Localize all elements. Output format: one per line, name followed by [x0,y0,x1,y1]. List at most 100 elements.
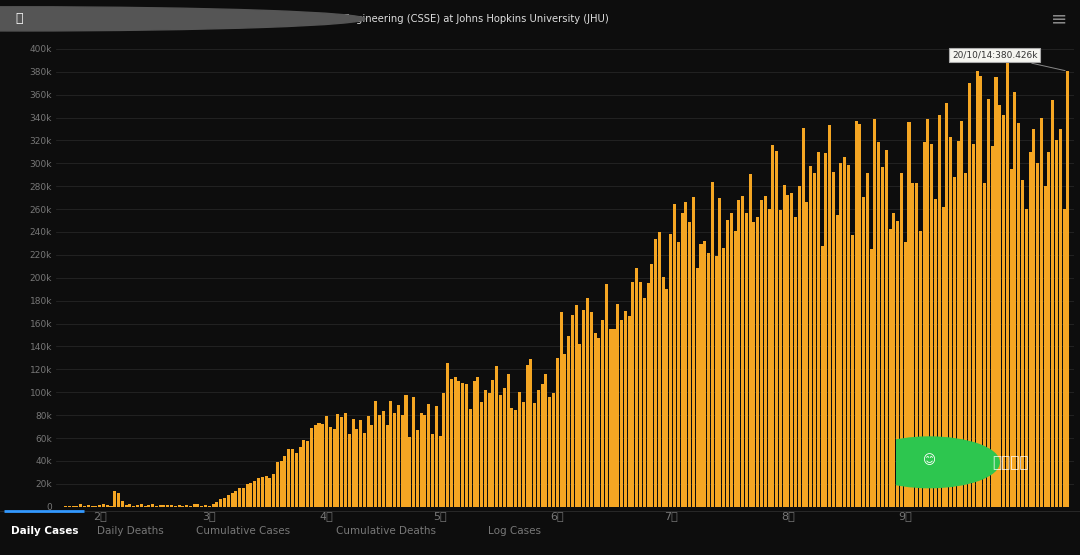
Bar [222,498,226,507]
Bar [791,193,794,507]
Bar [268,478,271,507]
Bar [200,506,203,507]
Bar [559,312,563,507]
Bar [798,186,801,507]
Bar [159,505,162,507]
Bar [753,221,755,507]
Bar [469,409,472,507]
Bar [783,185,786,507]
Bar [238,488,241,507]
Bar [287,449,291,507]
Bar [318,423,321,507]
Bar [711,183,714,507]
Bar [333,429,336,507]
Bar [351,418,354,507]
Bar [117,493,120,507]
Bar [431,434,434,507]
Bar [295,453,298,507]
Bar [185,505,188,507]
Bar [212,504,215,507]
Bar [922,142,926,507]
Bar [847,165,850,507]
Bar [571,315,573,507]
Bar [458,381,460,507]
Bar [715,256,717,507]
Bar [692,197,694,507]
Bar [862,196,865,507]
Bar [86,505,90,507]
Bar [454,377,457,507]
Bar [257,478,260,507]
Bar [741,196,744,507]
Bar [1032,129,1036,507]
Bar [586,299,589,507]
Bar [313,425,316,507]
Bar [1048,152,1051,507]
Bar [824,153,827,507]
Bar [964,174,968,507]
Bar [420,413,422,507]
Bar [912,183,915,507]
Bar [423,415,427,507]
Bar [136,505,139,507]
Bar [139,504,143,507]
Bar [438,436,442,507]
Text: Cumulative Cases: Cumulative Cases [195,526,291,536]
Bar [416,430,419,507]
Bar [821,246,824,507]
Bar [446,364,449,507]
Bar [113,491,117,507]
Bar [435,406,437,507]
Bar [900,173,903,507]
Bar [1013,92,1016,507]
Bar [726,220,729,507]
Bar [283,456,286,507]
Bar [370,425,374,507]
Bar [64,506,67,507]
Bar [129,504,132,507]
Circle shape [0,7,365,31]
Bar [106,506,109,507]
Bar [443,393,445,507]
Bar [310,428,313,507]
Bar [514,410,517,507]
Bar [1010,169,1013,507]
Bar [677,242,679,507]
Bar [386,425,389,507]
Bar [877,143,880,507]
Text: Cumulative Deaths: Cumulative Deaths [336,526,436,536]
Bar [764,196,767,507]
Bar [703,241,706,507]
Bar [934,199,937,507]
Bar [738,200,740,507]
Bar [529,359,532,507]
Bar [869,249,873,507]
Bar [612,329,616,507]
Bar [975,70,978,507]
Bar [245,485,248,507]
Bar [340,417,343,507]
Bar [696,268,699,507]
Bar [998,105,1001,507]
Bar [1021,180,1024,507]
Bar [355,429,359,507]
Bar [809,165,812,507]
Bar [413,397,415,507]
Bar [760,200,762,507]
Bar [177,505,180,507]
Bar [567,336,570,507]
Bar [253,481,256,507]
Bar [968,83,971,507]
Bar [707,253,710,507]
Bar [522,402,525,507]
Bar [654,239,657,507]
Bar [919,231,922,507]
Bar [942,208,945,507]
Bar [496,366,498,507]
Bar [242,488,245,507]
Bar [957,142,960,507]
Bar [1002,115,1005,507]
Bar [476,377,480,507]
Bar [544,374,548,507]
Bar [843,157,847,507]
